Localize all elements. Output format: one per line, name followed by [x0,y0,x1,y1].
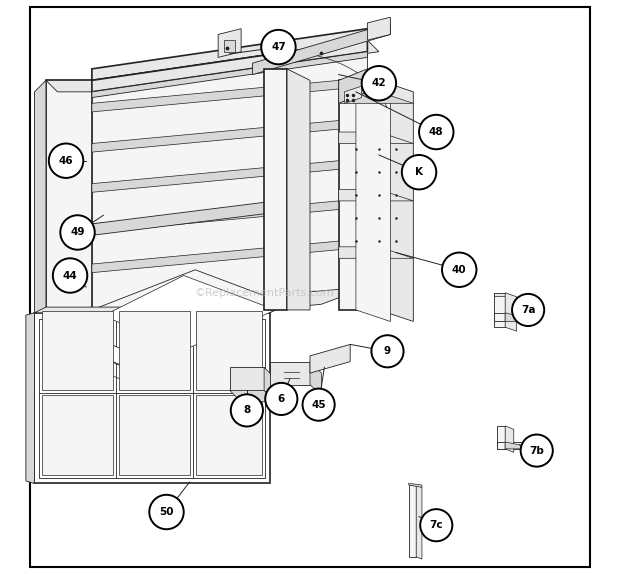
Polygon shape [505,293,516,331]
Polygon shape [494,293,505,296]
Polygon shape [92,40,379,92]
Polygon shape [339,247,414,258]
Polygon shape [229,367,264,390]
Polygon shape [46,287,368,327]
Polygon shape [92,52,368,98]
Polygon shape [339,92,414,103]
Text: 50: 50 [159,507,174,517]
Polygon shape [92,241,339,273]
Polygon shape [92,40,368,92]
Polygon shape [310,362,322,396]
Polygon shape [58,321,138,373]
Text: 42: 42 [371,78,386,88]
Polygon shape [92,29,368,80]
Polygon shape [497,426,505,449]
Polygon shape [409,483,422,487]
Polygon shape [252,23,391,75]
Polygon shape [46,80,92,310]
Polygon shape [339,69,368,103]
Polygon shape [229,390,275,402]
Circle shape [53,258,87,293]
Circle shape [361,66,396,100]
Polygon shape [356,80,391,321]
Polygon shape [416,485,422,559]
Polygon shape [92,80,339,112]
Polygon shape [497,442,525,449]
Text: 40: 40 [452,265,467,275]
Polygon shape [35,313,270,483]
Circle shape [231,394,263,426]
Polygon shape [46,80,104,92]
Text: 7a: 7a [521,305,536,315]
Circle shape [303,389,335,421]
Polygon shape [39,319,265,478]
Circle shape [371,335,404,367]
Text: 49: 49 [70,227,85,238]
Circle shape [149,495,184,529]
Polygon shape [46,310,172,344]
Polygon shape [92,270,287,344]
Polygon shape [42,395,113,475]
Polygon shape [35,307,281,313]
Polygon shape [42,311,113,390]
Polygon shape [368,17,391,40]
Polygon shape [264,367,275,402]
Polygon shape [270,362,310,385]
Polygon shape [505,442,525,449]
Polygon shape [224,40,236,52]
Circle shape [60,215,95,250]
Polygon shape [92,40,368,327]
Circle shape [420,509,453,541]
Circle shape [49,144,83,178]
Polygon shape [345,86,361,103]
Polygon shape [310,344,350,373]
Text: 7b: 7b [529,445,544,456]
Polygon shape [218,29,241,57]
Polygon shape [339,132,414,144]
Polygon shape [339,189,414,201]
Circle shape [419,115,453,149]
Polygon shape [494,313,523,321]
Text: 6: 6 [278,394,285,404]
Circle shape [512,294,544,326]
Circle shape [402,155,436,189]
Text: 7c: 7c [430,520,443,530]
Polygon shape [119,395,190,475]
Text: ©ReplacementParts.com: ©ReplacementParts.com [194,288,334,298]
Circle shape [442,253,476,287]
Polygon shape [92,161,339,192]
Polygon shape [104,276,275,350]
Polygon shape [119,311,190,390]
Text: 45: 45 [311,400,326,410]
Circle shape [265,383,298,415]
Polygon shape [196,311,262,390]
Polygon shape [92,121,339,152]
Polygon shape [46,310,126,379]
Polygon shape [409,485,416,557]
Text: 47: 47 [271,42,286,52]
Text: 44: 44 [63,270,78,281]
Polygon shape [92,201,275,235]
Polygon shape [26,313,35,483]
Polygon shape [287,69,310,310]
Polygon shape [264,69,287,310]
Text: 48: 48 [429,127,443,137]
Polygon shape [35,80,46,321]
Polygon shape [379,80,414,321]
Polygon shape [196,395,262,475]
Text: 46: 46 [59,156,73,166]
Text: 9: 9 [384,346,391,356]
Polygon shape [505,313,523,321]
Circle shape [521,435,553,467]
Text: 8: 8 [243,405,250,416]
Polygon shape [494,293,505,327]
Polygon shape [92,201,339,232]
Text: K: K [415,167,423,177]
Circle shape [261,30,296,64]
Polygon shape [339,80,379,310]
Polygon shape [505,426,514,452]
